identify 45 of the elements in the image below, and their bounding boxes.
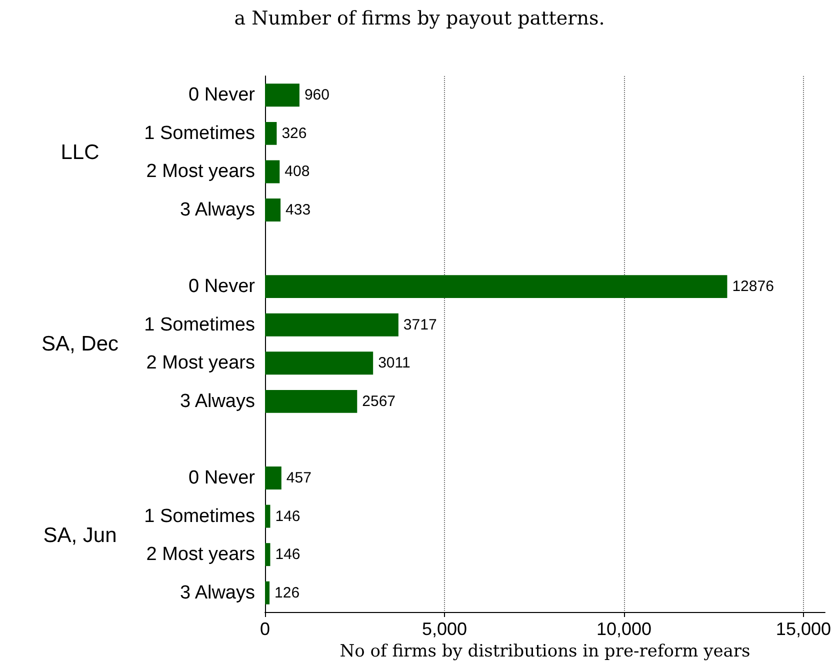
x-axis-title: No of firms by distributions in pre-reform years: [340, 641, 750, 662]
bar: [265, 160, 280, 184]
data-label: 326: [282, 124, 307, 142]
chart-title: a Number of firms by payout patterns.: [234, 8, 605, 30]
x-tick-label: 5,000: [422, 619, 468, 639]
y-tick-label: 1 Sometimes: [144, 314, 255, 336]
bar: [265, 581, 270, 604]
bar: [265, 275, 728, 298]
y-tick-label: 0 Never: [188, 468, 256, 488]
data-label: 3717: [403, 316, 437, 334]
bar: [265, 504, 270, 528]
data-label: 457: [286, 470, 312, 486]
data-label: 146: [275, 546, 300, 564]
y-tick-label: 1 Sometimes: [144, 122, 255, 144]
y-tick-label: 3 Always: [180, 390, 255, 412]
y-tick-label: 2 Most years: [146, 352, 255, 374]
y-tick-label: 1 Sometimes: [144, 506, 255, 527]
text: SA, Jun: [43, 524, 117, 547]
text: LLC: [60, 141, 100, 164]
bar: [265, 313, 398, 336]
y-tick-label: 0 Never: [188, 84, 256, 106]
bar: [265, 543, 270, 566]
bar: [265, 198, 281, 222]
data-label: 12876: [732, 278, 774, 296]
x-tick-label: 0: [260, 619, 270, 639]
x-tick-label: 10,000: [596, 619, 652, 639]
bar: [265, 122, 277, 145]
data-label: 408: [284, 163, 310, 180]
text: SA, Dec: [41, 332, 119, 356]
bar: [265, 352, 374, 375]
y-tick-label: 2 Most years: [146, 161, 255, 182]
y-tick-label: 0 Never: [188, 276, 256, 298]
y-tick-label: 2 Most years: [146, 544, 255, 566]
bar: [265, 84, 300, 107]
data-label: 960: [304, 86, 330, 104]
data-label: 2567: [362, 392, 396, 410]
x-tick-label: 15,000: [776, 619, 831, 639]
bar: [265, 390, 358, 413]
bar: [265, 466, 282, 490]
data-label: 146: [275, 508, 300, 525]
data-label: 126: [274, 584, 300, 602]
y-tick-label: 3 Always: [180, 200, 255, 220]
y-tick-label: 3 Always: [180, 582, 255, 604]
data-label: 3011: [378, 354, 410, 372]
data-label: 433: [286, 202, 311, 218]
